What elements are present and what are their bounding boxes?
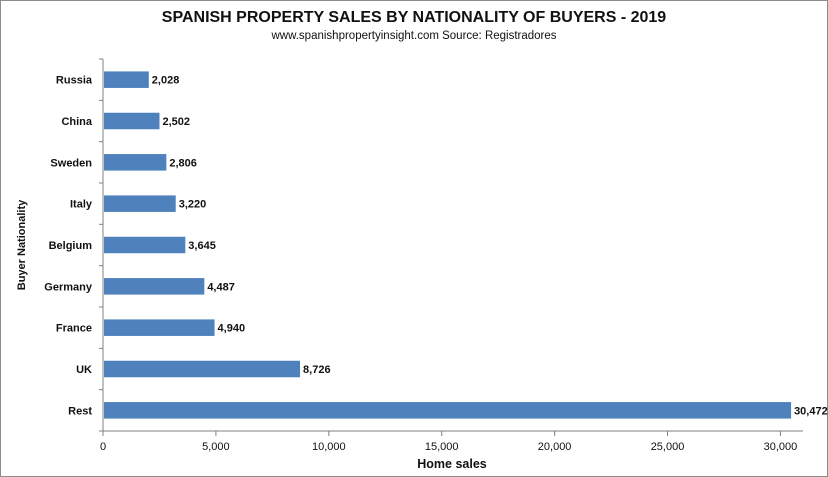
category-label: Italy — [70, 199, 93, 211]
data-label: 4,940 — [218, 323, 246, 335]
data-label: 2,028 — [152, 75, 180, 87]
chart-title: SPANISH PROPERTY SALES BY NATIONALITY OF… — [161, 9, 667, 26]
bar — [104, 112, 160, 130]
data-label: 30,472 — [794, 405, 828, 417]
chart-subtitle: www.spanishpropertyinsight.com Source: R… — [271, 30, 557, 42]
x-tick-label: 0 — [100, 441, 106, 453]
category-label: Germany — [44, 281, 93, 293]
data-label: 8,726 — [303, 364, 331, 376]
category-label: France — [56, 323, 92, 335]
category-label: Sweden — [50, 157, 92, 169]
bar — [104, 278, 205, 295]
bar — [104, 154, 167, 171]
bar — [104, 236, 186, 254]
data-label: 4,487 — [207, 281, 235, 293]
x-axis-label: Home sales — [417, 457, 487, 471]
bar — [104, 195, 176, 212]
category-label: UK — [76, 364, 92, 376]
bar — [104, 319, 215, 336]
category-label: Russia — [56, 75, 93, 87]
bar — [104, 402, 792, 419]
data-label: 2,806 — [169, 157, 197, 169]
bar — [104, 360, 301, 378]
category-label: Rest — [68, 405, 92, 417]
data-label: 3,220 — [179, 199, 207, 211]
x-tick-label: 15,000 — [425, 441, 459, 453]
category-label: China — [61, 116, 92, 128]
data-label: 2,502 — [162, 116, 190, 128]
x-tick-label: 30,000 — [764, 441, 798, 453]
bar — [104, 71, 149, 88]
x-tick-label: 10,000 — [312, 441, 346, 453]
category-label: Belgium — [49, 240, 93, 252]
x-tick-label: 5,000 — [202, 441, 230, 453]
x-tick-label: 20,000 — [538, 441, 572, 453]
x-tick-label: 25,000 — [651, 441, 685, 453]
data-label: 3,645 — [188, 240, 216, 252]
